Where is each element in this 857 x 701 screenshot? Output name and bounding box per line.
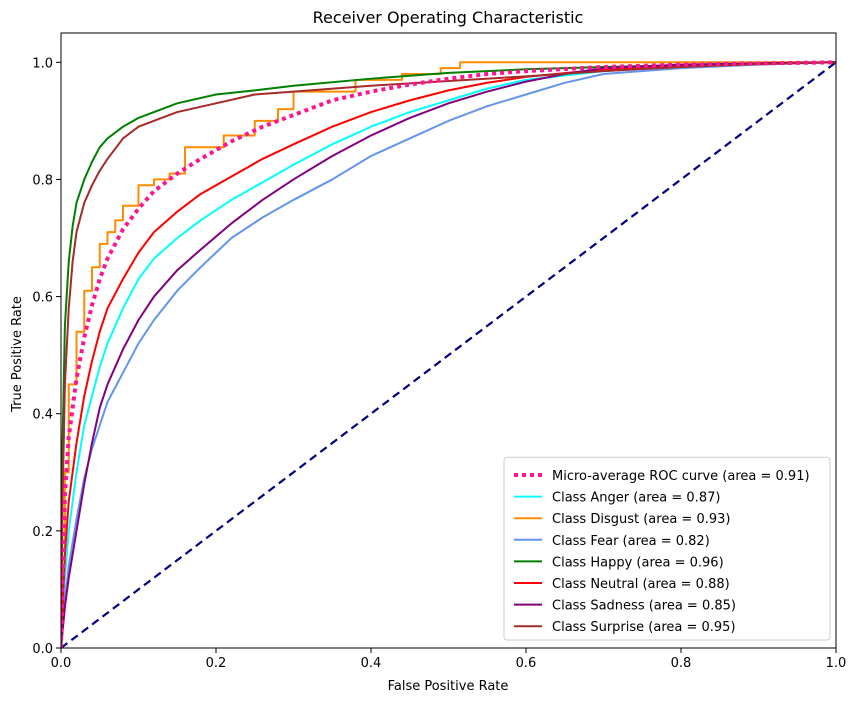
x-tick-label: 0.0: [51, 656, 72, 671]
x-axis-label: False Positive Rate: [388, 679, 509, 694]
y-tick-label: 0.4: [32, 408, 53, 423]
y-axis-label: True Positive Rate: [10, 296, 25, 413]
x-tick-label: 0.6: [516, 656, 537, 671]
y-tick-label: 0.6: [32, 291, 53, 306]
y-axis-ticks: 0.0 0.2 0.4 0.6 0.8 1.0: [32, 56, 61, 657]
legend-label-7: Class Surprise (area = 0.95): [552, 620, 736, 635]
legend-label-0: Micro-average ROC curve (area = 0.91): [552, 469, 810, 484]
x-tick-label: 1.0: [826, 656, 847, 671]
axes-frame: [60, 32, 837, 649]
chance-diagonal-line: [61, 61, 836, 648]
x-tick-label: 0.4: [361, 656, 382, 671]
roc-curve-1: [61, 61, 836, 648]
legend-label-4: Class Happy (area = 0.96): [552, 555, 724, 570]
roc-curve-0: [61, 60, 836, 648]
x-tick-label: 0.8: [671, 656, 692, 671]
series-group: [61, 60, 836, 648]
x-tick-label: 0.2: [206, 656, 227, 671]
y-tick-label: 1.0: [32, 56, 53, 71]
legend-label-5: Class Neutral (area = 0.88): [552, 577, 730, 592]
roc-curve-4: [61, 61, 836, 648]
legend: Micro-average ROC curve (area = 0.91) Cla…: [503, 456, 831, 641]
legend-label-2: Class Disgust (area = 0.93): [552, 512, 730, 527]
y-tick-label: 0.2: [32, 525, 53, 540]
legend-label-6: Class Sadness (area = 0.85): [552, 599, 736, 614]
plot-area: [60, 32, 837, 649]
y-tick-label: 0.8: [32, 173, 53, 188]
roc-curve-5: [61, 61, 836, 648]
legend-label-1: Class Anger (area = 0.87): [552, 491, 720, 506]
roc-curve-7: [61, 61, 836, 648]
y-tick-label: 0.0: [32, 642, 53, 657]
chart-title: Receiver Operating Characteristic: [313, 8, 584, 27]
legend-box: [503, 456, 831, 641]
roc-curve-2: [61, 61, 836, 648]
legend-label-3: Class Fear (area = 0.82): [552, 534, 710, 549]
x-axis-ticks: 0.0 0.2 0.4 0.6 0.8 1.0: [51, 648, 847, 671]
roc-curve-6: [61, 61, 836, 648]
